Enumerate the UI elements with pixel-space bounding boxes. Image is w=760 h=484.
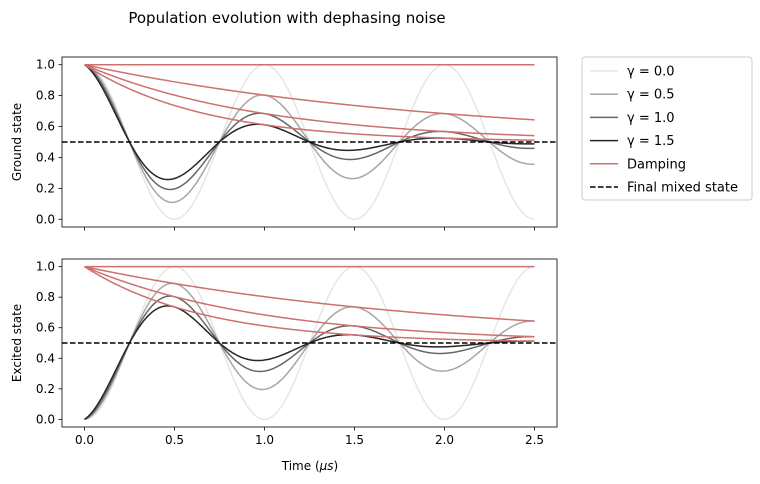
excited-state-curves — [62, 265, 557, 421]
excited-y-tick-label: 0.8 — [36, 290, 55, 304]
legend-label: γ = 1.5 — [627, 134, 675, 149]
excited-state-axes-frame — [61, 258, 558, 428]
ground-y-tick-label: 0.4 — [36, 150, 55, 164]
x-axis-label: Time (μs) — [281, 459, 338, 473]
excited-y-tick-label: 0.0 — [36, 412, 55, 426]
excited-series-line-gamma-2 — [84, 295, 535, 421]
ground-y-tick-label: 1.0 — [36, 58, 55, 72]
x-tick-label: 0.5 — [165, 433, 184, 447]
legend-label: Damping — [627, 157, 686, 172]
legend-label: Final mixed state — [627, 181, 738, 196]
legend: γ = 0.0 γ = 0.5 γ = 1.0 γ = 1.5 Damping Final… — [581, 56, 753, 201]
x-tick-label: 1.5 — [345, 433, 364, 447]
ground-series-line-gamma-2 — [84, 64, 535, 191]
ground-state-y-ticks: 0.0 0.2 0.4 0.6 0.8 1.0 — [36, 58, 62, 226]
excited-state-ylabel: Excited state — [10, 304, 24, 382]
ground-state-panel: 0.0 0.2 0.4 0.6 0.8 1.0 Ground state — [10, 56, 558, 231]
ground-state-curves — [62, 63, 557, 221]
x-tick-label: 0.0 — [75, 433, 94, 447]
ground-y-tick-label: 0.2 — [36, 181, 55, 195]
ground-series-line-gamma-3 — [84, 64, 535, 181]
excited-y-tick-label: 0.2 — [36, 382, 55, 396]
excited-damping-envelope-2 — [84, 265, 535, 338]
excited-state-x-ticks: 0.0 0.5 1.0 1.5 2.0 2.5 — [75, 427, 544, 447]
ground-y-tick-label: 0.8 — [36, 89, 55, 103]
excited-y-tick-label: 0.6 — [36, 321, 55, 335]
chart-title: Population evolution with dephasing nois… — [128, 9, 445, 27]
excited-series-line-gamma-3 — [84, 305, 535, 420]
ground-damping-envelope-1 — [84, 63, 535, 121]
ground-state-x-ticks — [84, 227, 535, 231]
ground-damping-envelope-2 — [84, 64, 535, 137]
excited-y-tick-label: 0.4 — [36, 351, 55, 365]
x-tick-label: 2.5 — [525, 433, 544, 447]
ground-state-axes-frame — [61, 56, 558, 228]
legend-label: γ = 0.5 — [627, 88, 675, 103]
excited-damping-envelope-3 — [84, 266, 535, 342]
ground-y-tick-label: 0.6 — [36, 120, 55, 134]
excited-series-line-gamma-1 — [84, 282, 535, 421]
ground-damping-envelope-3 — [84, 64, 535, 141]
legend-label: γ = 0.0 — [627, 65, 675, 80]
legend-label: γ = 1.0 — [627, 111, 675, 126]
ground-state-ylabel: Ground state — [10, 103, 24, 181]
excited-damping-envelope-1 — [84, 265, 535, 322]
x-tick-label: 2.0 — [435, 433, 454, 447]
excited-state-panel: 0.0 0.2 0.4 0.6 0.8 1.0 0.0 0.5 1.0 1.5 2.0 2.5 Ex… — [10, 258, 558, 447]
ground-y-tick-label: 0.0 — [36, 212, 55, 226]
x-tick-label: 1.0 — [255, 433, 274, 447]
excited-state-y-ticks: 0.0 0.2 0.4 0.6 0.8 1.0 — [36, 260, 62, 426]
excited-y-tick-label: 1.0 — [36, 260, 55, 274]
ground-series-line-gamma-1 — [84, 64, 535, 204]
legend-frame — [581, 56, 753, 201]
